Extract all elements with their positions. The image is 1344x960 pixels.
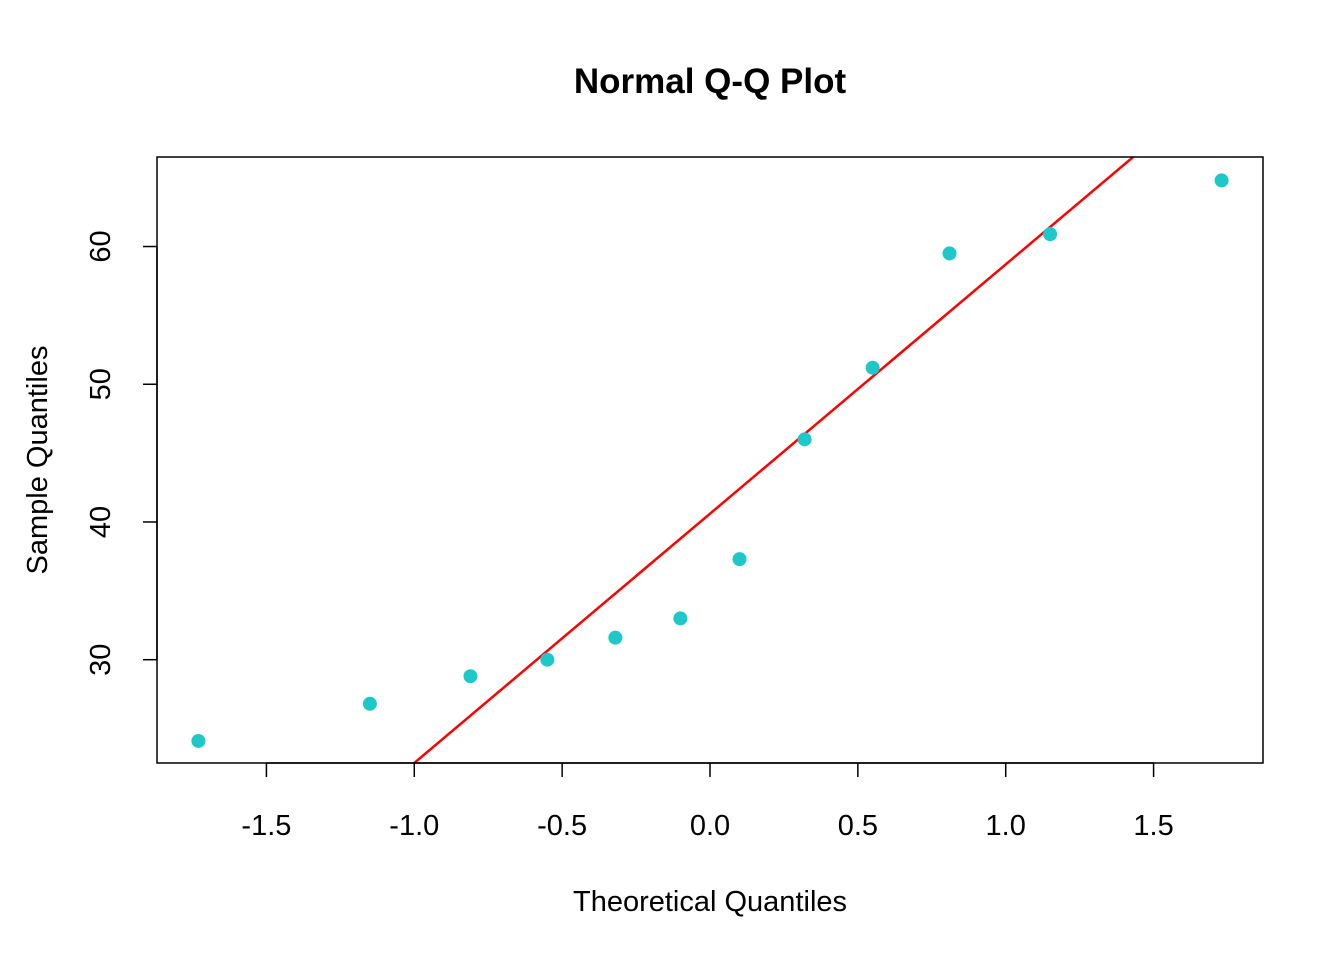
chart-title: Normal Q-Q Plot xyxy=(574,62,847,101)
data-point-1 xyxy=(191,733,206,748)
y-tick-label-3: 50 xyxy=(85,368,117,400)
x-tick-label-6: 1.0 xyxy=(986,810,1026,842)
y-tick-label-1: 30 xyxy=(85,644,117,676)
y-axis-label: Sample Quantiles xyxy=(22,346,54,575)
y-tick-label-4: 60 xyxy=(85,230,117,262)
x-tick-label-2: -1.0 xyxy=(389,810,439,842)
data-point-11 xyxy=(1043,227,1058,242)
data-point-5 xyxy=(608,630,623,645)
data-point-12 xyxy=(1214,173,1229,188)
x-tick-label-5: 0.5 xyxy=(838,810,878,842)
data-point-8 xyxy=(797,432,812,447)
x-tick-label-3: -0.5 xyxy=(537,810,587,842)
x-axis-label: Theoretical Quantiles xyxy=(573,886,847,918)
data-point-10 xyxy=(942,246,957,261)
y-axis: 30 40 50 60 xyxy=(85,230,158,676)
plot-marks xyxy=(191,157,1229,763)
data-point-6 xyxy=(673,611,688,626)
data-point-3 xyxy=(463,669,478,684)
plot-frame xyxy=(156,156,1264,764)
x-tick-label-7: 1.5 xyxy=(1133,810,1173,842)
data-point-9 xyxy=(865,360,880,375)
data-point-4 xyxy=(540,652,555,667)
data-point-7 xyxy=(732,552,747,567)
x-tick-label-4: 0.0 xyxy=(690,810,730,842)
x-tick-label-1: -1.5 xyxy=(241,810,291,842)
y-tick-label-2: 40 xyxy=(85,506,117,538)
x-axis: -1.5 -1.0 -0.5 0.0 0.5 1.0 1.5 xyxy=(241,762,1174,842)
reference-line xyxy=(412,157,1136,763)
data-point-2 xyxy=(362,696,377,711)
